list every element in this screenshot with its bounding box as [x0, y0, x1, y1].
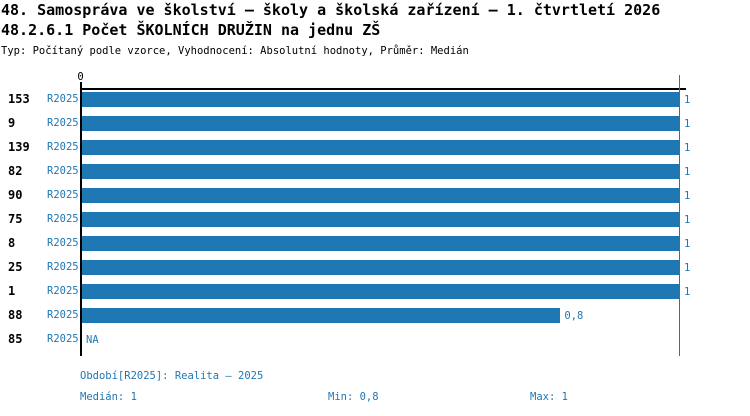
bar — [82, 92, 680, 107]
bar-value-label: 1 — [684, 118, 691, 130]
row-period-label: R2025 — [47, 93, 79, 105]
chart-row: 1 R2025 1 — [0, 284, 750, 299]
x-axis-line — [80, 87, 686, 90]
footer-period-label: Období[R2025]: Realita – 2025 — [80, 370, 264, 382]
bar-value-label: 1 — [684, 262, 691, 274]
bar-value-label: 1 — [684, 286, 691, 298]
bar — [82, 260, 680, 275]
chart-row: 85 R2025 NA — [0, 332, 750, 347]
row-period-label: R2025 — [47, 261, 79, 273]
row-id-label: 9 — [8, 116, 16, 130]
row-period-label: R2025 — [47, 141, 79, 153]
chart-row: 9 R2025 1 — [0, 116, 750, 131]
row-id-label: 1 — [8, 284, 16, 298]
chart-row: 8 R2025 1 — [0, 236, 750, 251]
row-period-label: R2025 — [47, 237, 79, 249]
footer-min-label: Min: 0,8 — [328, 391, 379, 403]
row-id-label: 90 — [8, 188, 23, 202]
bar — [82, 164, 680, 179]
row-id-label: 75 — [8, 212, 23, 226]
row-period-label: R2025 — [47, 117, 79, 129]
bar-value-label: 1 — [684, 166, 691, 178]
row-id-label: 82 — [8, 164, 23, 178]
chart-row: 153 R2025 1 — [0, 92, 750, 107]
report-meta-line: Typ: Počítaný podle vzorce, Vyhodnocení:… — [1, 45, 469, 57]
row-id-label: 153 — [8, 92, 30, 106]
chart-row: 25 R2025 1 — [0, 260, 750, 275]
chart-row: 88 R2025 0,8 — [0, 308, 750, 323]
bar — [82, 212, 680, 227]
row-period-label: R2025 — [47, 309, 79, 321]
row-id-label: 139 — [8, 140, 30, 154]
chart-row: 90 R2025 1 — [0, 188, 750, 203]
chart-row: 139 R2025 1 — [0, 140, 750, 155]
chart-row: 75 R2025 1 — [0, 212, 750, 227]
bar — [82, 140, 680, 155]
chart-row: 82 R2025 1 — [0, 164, 750, 179]
report-title: 48. Samospráva ve školství – školy a ško… — [1, 1, 661, 19]
bar — [82, 116, 680, 131]
bar — [82, 284, 680, 299]
na-value-label: NA — [86, 334, 99, 346]
bar-value-label: 1 — [684, 142, 691, 154]
bar-value-label: 1 — [684, 238, 691, 250]
report-subtitle: 48.2.6.1 Počet ŠKOLNÍCH DRUŽIN na jednu … — [1, 21, 381, 39]
row-id-label: 25 — [8, 260, 23, 274]
row-id-label: 85 — [8, 332, 23, 346]
footer-max-label: Max: 1 — [530, 391, 568, 403]
bar-value-label: 0,8 — [564, 310, 584, 322]
row-id-label: 8 — [8, 236, 16, 250]
bar — [82, 308, 561, 323]
y-axis-line — [80, 82, 82, 356]
footer-median-label: Medián: 1 — [80, 391, 137, 403]
bar — [82, 188, 680, 203]
bar-value-label: 1 — [684, 214, 691, 226]
row-period-label: R2025 — [47, 213, 79, 225]
bar-value-label: 1 — [684, 94, 691, 106]
x-axis-zero-tick-label: 0 — [77, 71, 84, 83]
row-period-label: R2025 — [47, 333, 79, 345]
row-period-label: R2025 — [47, 285, 79, 297]
row-period-label: R2025 — [47, 165, 79, 177]
bar — [82, 236, 680, 251]
bar-value-label: 1 — [684, 190, 691, 202]
row-period-label: R2025 — [47, 189, 79, 201]
row-id-label: 88 — [8, 308, 23, 322]
